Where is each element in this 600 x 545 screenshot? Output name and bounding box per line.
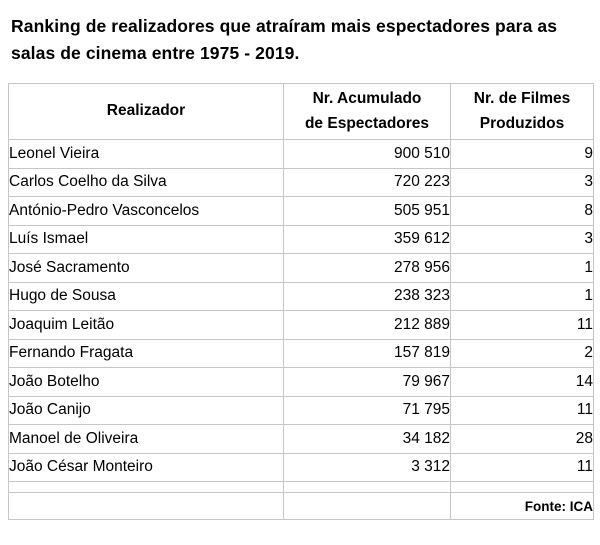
table-row: José Sacramento 278 956 1	[8, 253, 594, 283]
spacer-row	[8, 481, 594, 494]
empty-cell	[450, 481, 594, 494]
spectators-cell: 212 889	[283, 310, 451, 340]
director-name-cell: Luís Ismael	[8, 224, 284, 255]
page-title: Ranking de realizadores que atraíram mai…	[11, 16, 558, 63]
spectators-cell: 157 819	[283, 338, 451, 369]
films-cell: 28	[450, 424, 594, 454]
table-row: Carlos Coelho da Silva 720 223 3	[8, 167, 594, 198]
header-label-line1: Nr. Acumulado	[312, 89, 422, 107]
films-cell: 11	[450, 395, 594, 426]
footer-row: Fonte: ICA	[8, 492, 594, 521]
header-row: Realizador Nr. Acumulado de Espectadores…	[8, 83, 594, 141]
spectators-cell: 3 312	[283, 452, 451, 483]
table-row: António-Pedro Vasconcelos 505 951 8	[8, 196, 594, 226]
table-row: Joaquim Leitão 212 889 11	[8, 310, 594, 340]
table-row: Manoel de Oliveira 34 182 28	[8, 424, 594, 454]
director-name-cell: António-Pedro Vasconcelos	[8, 196, 284, 226]
films-cell: 3	[450, 167, 594, 198]
director-name-cell: João Canijo	[8, 395, 284, 426]
films-cell: 11	[450, 310, 594, 340]
films-cell: 1	[450, 281, 594, 312]
director-name-cell: Carlos Coelho da Silva	[8, 167, 284, 198]
director-name-cell: Hugo de Sousa	[8, 281, 284, 312]
director-name-cell: Leonel Vieira	[8, 139, 284, 169]
spectators-cell: 79 967	[283, 367, 451, 397]
header-label-line1: Nr. de Filmes	[473, 89, 571, 107]
table-row: Luís Ismael 359 612 3	[8, 224, 594, 255]
spectators-cell: 71 795	[283, 395, 451, 426]
spectators-cell: 359 612	[283, 224, 451, 255]
films-cell: 11	[450, 452, 594, 483]
films-cell: 2	[450, 338, 594, 369]
table-row: Leonel Vieira 900 510 9	[8, 139, 594, 169]
spectators-cell: 34 182	[283, 424, 451, 454]
header-cell-espectadores: Nr. Acumulado de Espectadores	[283, 83, 451, 141]
films-cell: 9	[450, 139, 594, 169]
spectators-cell: 900 510	[283, 139, 451, 169]
director-name-cell: João Botelho	[8, 367, 284, 397]
table-row: João Botelho 79 967 14	[8, 367, 594, 397]
films-cell: 8	[450, 196, 594, 226]
table-row: Hugo de Sousa 238 323 1	[8, 281, 594, 312]
director-name-cell: José Sacramento	[8, 253, 284, 283]
director-name-cell: Manoel de Oliveira	[8, 424, 284, 454]
films-cell: 14	[450, 367, 594, 397]
table-row: Fernando Fragata 157 819 2	[8, 338, 594, 369]
source-cell: Fonte: ICA	[450, 492, 594, 521]
director-name-cell: João César Monteiro	[8, 452, 284, 483]
header-label-line2: Produzidos	[479, 114, 565, 132]
director-name-cell: Fernando Fragata	[8, 338, 284, 369]
spectators-cell: 238 323	[283, 281, 451, 312]
empty-cell	[283, 492, 451, 521]
header-label-line2: de Espectadores	[304, 114, 430, 132]
spectators-cell: 720 223	[283, 167, 451, 198]
table-row: João Canijo 71 795 11	[8, 395, 594, 426]
header-cell-realizador: Realizador	[8, 83, 284, 141]
empty-cell	[283, 481, 451, 494]
spectators-cell: 505 951	[283, 196, 451, 226]
empty-cell	[8, 492, 284, 521]
ranking-table: Realizador Nr. Acumulado de Espectadores…	[8, 83, 594, 521]
header-cell-filmes: Nr. de Filmes Produzidos	[450, 83, 594, 141]
header-label: Realizador	[106, 102, 186, 120]
spectators-cell: 278 956	[283, 253, 451, 283]
table-row: João César Monteiro 3 312 11	[8, 452, 594, 483]
empty-cell	[8, 481, 284, 494]
films-cell: 3	[450, 224, 594, 255]
director-name-cell: Joaquim Leitão	[8, 310, 284, 340]
films-cell: 1	[450, 253, 594, 283]
